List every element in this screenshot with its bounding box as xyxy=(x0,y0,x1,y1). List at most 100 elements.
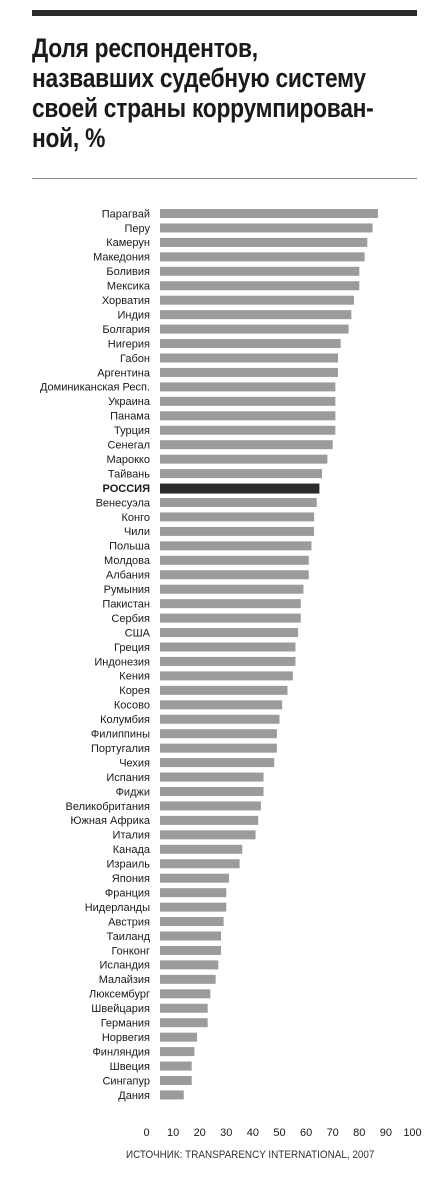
title-line-3: своей страны коррумпирован- xyxy=(32,93,374,123)
bar xyxy=(160,584,304,594)
x-tick-label: 0 xyxy=(143,1127,149,1139)
bar xyxy=(160,1003,208,1013)
category-label: Япония xyxy=(112,873,150,885)
category-label: Греция xyxy=(114,642,150,654)
bar xyxy=(160,498,317,507)
category-label: Австрия xyxy=(108,916,150,928)
category-label: Таиланд xyxy=(106,931,150,943)
bar xyxy=(160,512,315,522)
bar xyxy=(160,989,211,999)
bar xyxy=(160,628,299,638)
category-label: Косово xyxy=(114,700,150,712)
bar xyxy=(160,830,256,840)
bar xyxy=(160,237,368,247)
bar xyxy=(160,931,221,941)
category-label: Македония xyxy=(93,252,150,264)
bar xyxy=(160,223,373,233)
category-label: Аргентина xyxy=(97,367,151,379)
category-label: Сенегал xyxy=(107,440,150,452)
bar xyxy=(160,700,283,710)
category-label: Парагвай xyxy=(102,208,150,220)
category-label: Испания xyxy=(106,772,150,784)
bar xyxy=(160,729,277,739)
category-label: Габон xyxy=(120,353,150,365)
bar xyxy=(160,801,261,811)
category-label: Мексика xyxy=(107,281,151,293)
bar xyxy=(160,945,221,955)
chart-title: Доля респондентов, назвавших судебную си… xyxy=(32,33,374,153)
bar xyxy=(160,642,296,652)
category-label: Болгария xyxy=(102,324,150,336)
bar xyxy=(160,844,243,854)
title-divider xyxy=(32,178,417,179)
bar xyxy=(160,599,301,609)
x-tick-label: 20 xyxy=(194,1127,206,1139)
category-label: Боливия xyxy=(106,266,150,278)
category-label: Сингапур xyxy=(102,1075,150,1087)
title-line-4: ной, % xyxy=(32,123,106,153)
x-tick-label: 80 xyxy=(353,1127,365,1139)
bar xyxy=(160,526,315,536)
category-label: Нидерланды xyxy=(85,902,150,914)
category-label: Финляндия xyxy=(92,1046,150,1058)
category-label: Тайвань xyxy=(108,468,150,480)
bar xyxy=(160,555,309,565)
category-label: Италия xyxy=(113,830,151,842)
bar xyxy=(160,266,360,276)
x-tick-label: 40 xyxy=(247,1127,259,1139)
x-tick-label: 10 xyxy=(167,1127,179,1139)
x-tick-label: 60 xyxy=(300,1127,312,1139)
category-label: Сербия xyxy=(111,613,150,625)
category-label: РОССИЯ xyxy=(103,483,151,495)
bar xyxy=(160,1061,192,1071)
bar xyxy=(160,815,259,825)
category-label: Филиппины xyxy=(91,729,150,741)
bar xyxy=(160,772,264,782)
category-label: Камерун xyxy=(106,237,150,249)
category-label: Канада xyxy=(113,844,151,856)
category-label: США xyxy=(125,627,151,639)
category-label: Кения xyxy=(119,671,150,683)
bar-highlight xyxy=(160,483,320,494)
bar xyxy=(160,541,312,551)
bar xyxy=(160,917,224,927)
category-label: Израиль xyxy=(107,859,151,871)
category-label: Норвегия xyxy=(102,1032,150,1044)
category-label: Нигерия xyxy=(108,338,150,350)
bar xyxy=(160,1032,198,1042)
x-tick-label: 90 xyxy=(380,1127,392,1139)
category-label: Конго xyxy=(122,512,151,524)
category-label: Исландия xyxy=(99,960,150,972)
bar xyxy=(160,425,336,435)
source-note: ИСТОЧНИК: TRANSPARENCY INTERNATIONAL, 20… xyxy=(126,1149,375,1161)
category-label: Дания xyxy=(118,1090,150,1102)
bar xyxy=(160,743,277,753)
x-tick-label: 50 xyxy=(273,1127,285,1139)
bar xyxy=(160,758,275,768)
category-label: Швеция xyxy=(110,1061,150,1073)
category-label: Франция xyxy=(105,887,150,899)
category-label: Албания xyxy=(106,570,150,582)
category-label: Великобритания xyxy=(66,801,151,813)
category-label: Португалия xyxy=(91,743,150,755)
bar xyxy=(160,440,333,450)
title-line-1: Доля респондентов, xyxy=(32,33,258,63)
category-label: Украина xyxy=(108,396,151,408)
bar xyxy=(160,367,339,377)
bar xyxy=(160,1018,208,1028)
bar xyxy=(160,859,240,869)
bar xyxy=(160,714,280,724)
bar xyxy=(160,1090,184,1100)
bar xyxy=(160,671,293,681)
bar xyxy=(160,960,219,970)
category-label: Фиджи xyxy=(116,786,150,798)
category-label: Панама xyxy=(110,411,151,423)
category-label: Румыния xyxy=(104,584,150,596)
category-label: Турция xyxy=(114,425,150,437)
x-tick-label: 100 xyxy=(403,1127,421,1139)
category-label: Южная Африка xyxy=(70,815,151,827)
category-label: Молдова xyxy=(104,555,151,567)
category-label: Марокко xyxy=(106,454,150,466)
bar xyxy=(160,411,336,421)
